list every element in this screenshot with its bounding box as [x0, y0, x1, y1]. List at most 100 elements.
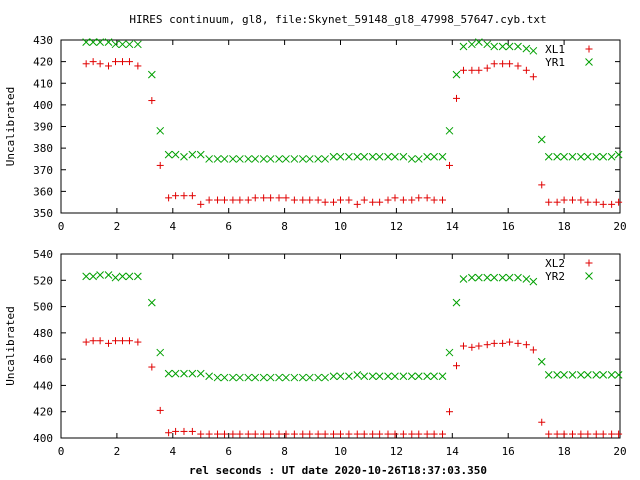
data-point-yr1	[353, 152, 362, 161]
data-point-xl2	[156, 406, 164, 414]
data-point-xl1	[553, 198, 561, 206]
y-tick-label: 420	[33, 406, 53, 419]
data-point-xl2	[290, 430, 298, 438]
data-point-yr1	[298, 155, 307, 163]
x-tick-label: 4	[169, 445, 176, 458]
data-point-xl2	[608, 430, 616, 438]
y-tick-label: 500	[33, 301, 53, 314]
data-point-yr2	[345, 372, 353, 381]
data-point-yr1	[220, 155, 229, 163]
series-yr2	[82, 271, 623, 382]
data-point-xl2	[260, 430, 268, 438]
data-point-xl2	[148, 363, 156, 371]
x-tick-label: 12	[390, 220, 403, 233]
data-point-yr1	[259, 155, 268, 163]
data-point-xl1	[415, 194, 423, 202]
data-point-yr2	[568, 371, 577, 379]
data-point-xl2	[545, 430, 553, 438]
data-point-xl1	[391, 194, 399, 202]
data-point-xl1	[96, 60, 104, 68]
data-point-yr2	[213, 373, 222, 382]
data-point-xl1	[577, 196, 585, 204]
data-point-yr2	[474, 273, 483, 282]
plot-frame	[60, 253, 621, 439]
data-point-xl2	[446, 408, 454, 416]
x-tick-label: 14	[446, 220, 460, 233]
x-tick-label: 20	[613, 220, 626, 233]
data-point-xl1	[592, 198, 600, 206]
data-point-yr2	[164, 369, 173, 378]
data-point-yr2	[180, 369, 188, 378]
y-tick-label: 540	[33, 248, 53, 261]
data-point-xl2	[214, 430, 222, 438]
y-axis-label: Uncalibrated	[4, 87, 17, 166]
data-point-yr1	[236, 155, 244, 163]
x-tick-label: 16	[502, 220, 515, 233]
data-point-yr2	[305, 373, 314, 382]
x-tick-label: 20	[613, 445, 626, 458]
y-tick-label: 480	[33, 327, 53, 340]
legend-label-yr2: YR2	[545, 270, 565, 283]
data-point-yr2	[336, 372, 345, 381]
data-point-xl2	[439, 430, 447, 438]
data-point-yr1	[607, 152, 616, 161]
data-point-xl1	[506, 60, 514, 68]
data-point-yr2	[266, 373, 275, 382]
data-point-yr2	[505, 273, 514, 282]
data-point-yr2	[229, 373, 237, 382]
data-point-yr2	[514, 273, 522, 282]
data-point-xl2	[89, 337, 97, 345]
data-point-yr2	[584, 371, 592, 379]
data-point-yr2	[314, 373, 322, 382]
data-point-xl2	[538, 418, 546, 426]
data-point-yr1	[505, 42, 514, 51]
y-tick-label: 370	[33, 164, 53, 177]
data-point-yr2	[414, 372, 423, 381]
data-point-yr2	[483, 273, 492, 282]
y-tick-label: 380	[33, 142, 53, 155]
x-tick-label: 8	[281, 445, 288, 458]
data-point-xl2	[369, 430, 377, 438]
data-point-xl2	[96, 337, 104, 345]
data-point-yr2	[384, 372, 392, 381]
data-point-yr1	[345, 152, 353, 161]
x-tick-label: 10	[334, 445, 347, 458]
data-point-yr1	[205, 155, 213, 163]
data-point-yr2	[188, 369, 197, 378]
x-tick-label: 8	[281, 220, 288, 233]
x-tick-label: 0	[58, 445, 65, 458]
data-point-xl2	[118, 337, 126, 345]
y-tick-label: 430	[33, 34, 53, 47]
y-tick-label: 390	[33, 121, 53, 134]
data-point-yr2	[368, 372, 377, 381]
data-point-xl2	[82, 338, 90, 346]
data-point-xl2	[399, 430, 407, 438]
data-point-yr1	[360, 152, 369, 161]
data-point-xl2	[306, 430, 314, 438]
data-point-yr1	[89, 38, 97, 47]
data-point-xl2	[112, 337, 120, 345]
data-point-yr1	[111, 40, 120, 49]
data-point-yr2	[171, 369, 180, 378]
data-point-yr1	[118, 40, 127, 49]
data-point-xl1	[384, 196, 392, 204]
data-point-xl2	[236, 430, 244, 438]
data-point-yr1	[592, 152, 601, 161]
data-point-xl2	[345, 430, 353, 438]
data-point-xl1	[172, 192, 180, 200]
legend-label-xl2: XL2	[545, 257, 565, 270]
data-point-yr1	[568, 152, 577, 161]
data-point-yr2	[205, 372, 213, 381]
data-point-xl1	[475, 66, 483, 74]
data-point-yr1	[305, 155, 314, 163]
data-point-xl2	[568, 430, 576, 438]
y-tick-label: 400	[33, 99, 53, 112]
data-point-xl1	[399, 196, 407, 204]
data-point-yr1	[321, 155, 329, 163]
data-point-xl2	[408, 430, 416, 438]
data-point-yr2	[282, 373, 290, 382]
data-point-xl2	[423, 430, 431, 438]
data-point-yr1	[522, 44, 531, 53]
data-point-xl1	[514, 62, 522, 70]
data-point-yr1	[529, 46, 538, 55]
